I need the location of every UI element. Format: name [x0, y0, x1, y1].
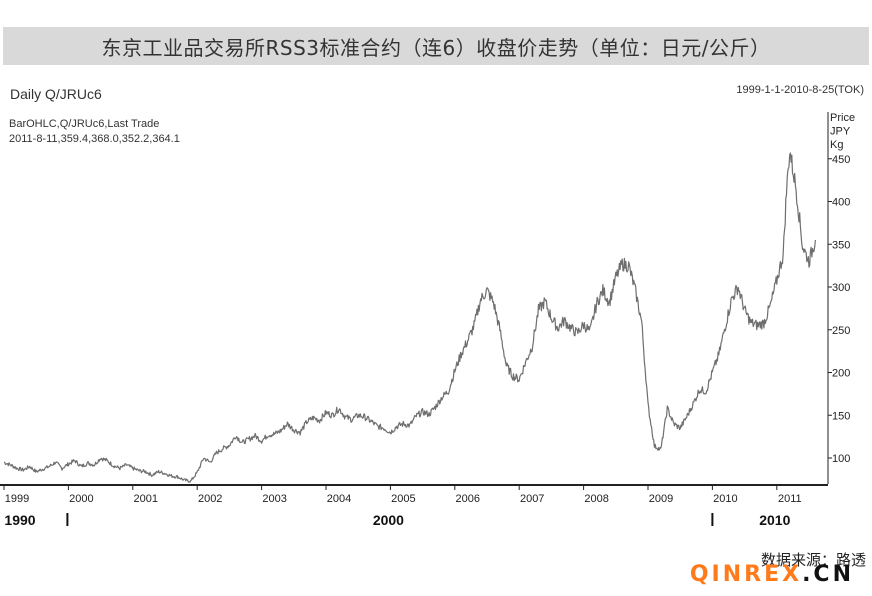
y-tick-label: 400: [832, 197, 850, 209]
x-tick-label: 2005: [391, 493, 415, 505]
instrument-label: Daily Q/JRUc6: [10, 86, 102, 102]
date-range-label: 1999-1-1-2010-8-25(TOK): [736, 84, 864, 96]
y-tick-label: 100: [832, 453, 850, 465]
chart-title: 东京工业品交易所RSS3标准合约（连6）收盘价走势（单位：日元/公斤）: [101, 35, 771, 60]
x-tick-label: 2006: [456, 493, 480, 505]
series-info-line2: 2011-8-11,359.4,368.0,352.2,364.1: [9, 133, 180, 145]
y-tick-label: 300: [832, 282, 850, 294]
data-source-label: 数据来源：路透: [760, 551, 866, 569]
x-tick-label: 2008: [584, 493, 608, 505]
x-tick-label: 2011: [778, 493, 802, 505]
logo-part1: QINREX: [689, 562, 803, 587]
x-tick-label: 2002: [198, 493, 222, 505]
logo-part2: .CN: [802, 562, 854, 587]
y-tick-label: 150: [832, 410, 850, 422]
decade-label: 1990: [4, 512, 35, 528]
chart-title-bar: 东京工业品交易所RSS3标准合约（连6）收盘价走势（单位：日元/公斤）: [3, 27, 869, 65]
y-axis-label-line: Kg: [830, 139, 843, 151]
series-info-line1: BarOHLC,Q/JRUc6,Last Trade: [9, 118, 160, 130]
decade-label: 2010: [759, 512, 790, 528]
x-tick-label: 1999: [5, 493, 29, 505]
x-tick-label: 2009: [649, 493, 673, 505]
x-tick-label: 2003: [262, 493, 286, 505]
x-tick-label: 2000: [69, 493, 93, 505]
y-axis-label-line: Price: [830, 112, 855, 124]
x-tick-label: 2004: [327, 493, 351, 505]
y-tick-label: 450: [832, 154, 850, 166]
x-tick-label: 2010: [713, 493, 737, 505]
decade-label: 2000: [373, 512, 404, 528]
y-tick-label: 350: [832, 239, 850, 251]
y-tick-label: 200: [832, 368, 850, 380]
site-logo: QINREX.CN: [690, 562, 854, 587]
x-tick-label: 2001: [134, 493, 158, 505]
price-series-line: [4, 152, 816, 483]
x-tick-label: 2007: [520, 493, 544, 505]
y-axis-label-line: JPY: [830, 126, 851, 138]
y-tick-label: 250: [832, 325, 850, 337]
